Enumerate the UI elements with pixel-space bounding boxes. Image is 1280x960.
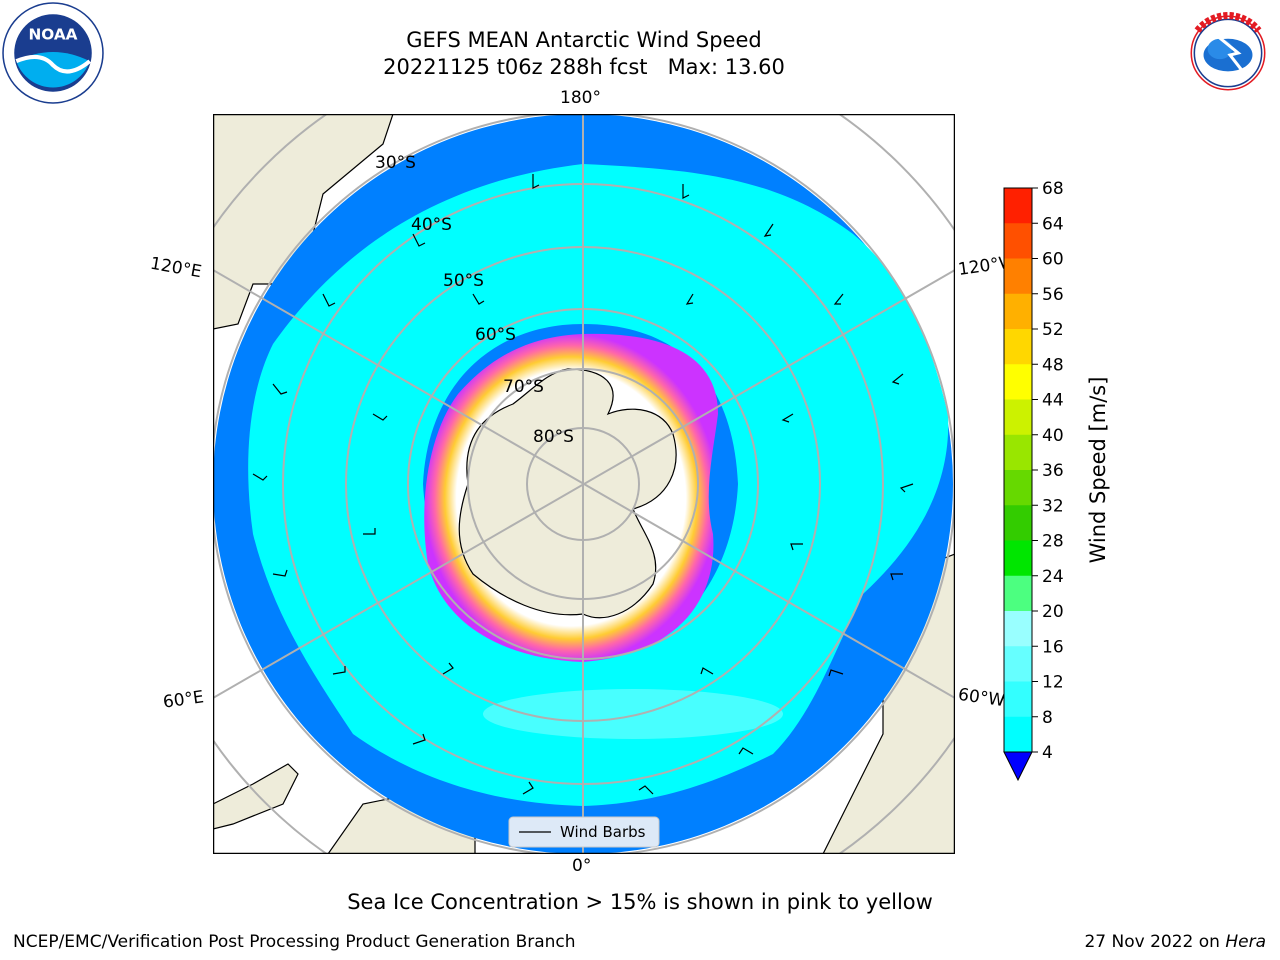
colorbar-segment xyxy=(1004,470,1032,506)
colorbar-tick-label: 52 xyxy=(1042,320,1064,340)
wind-barbs-legend: Wind Barbs xyxy=(508,816,660,848)
colorbar-tick-label: 36 xyxy=(1042,461,1064,481)
lat-label-60: 60°S xyxy=(475,325,516,345)
colorbar-segment xyxy=(1004,646,1032,682)
lat-label-40: 40°S xyxy=(411,215,452,235)
colorbar-tick-label: 8 xyxy=(1042,708,1053,728)
nws-logo xyxy=(1178,3,1278,103)
lon-label-120e: 120°E xyxy=(148,253,204,283)
colorbar-segment xyxy=(1004,329,1032,365)
footer-host: Hera xyxy=(1225,932,1266,952)
colorbar-tick-label: 16 xyxy=(1042,637,1064,657)
wind-band-8-12 xyxy=(248,164,949,806)
colorbar-tick-label: 44 xyxy=(1042,391,1064,411)
colorbar-tick-label: 60 xyxy=(1042,250,1064,270)
colorbar-tick-label: 40 xyxy=(1042,426,1064,446)
lat-label-70: 70°S xyxy=(503,377,544,397)
madagascar-land xyxy=(213,763,299,830)
colorbar-tick-label: 48 xyxy=(1042,355,1064,375)
chart-title: GEFS MEAN Antarctic Wind Speed xyxy=(406,28,762,52)
wind-barbs xyxy=(252,174,914,795)
colorbar-segment xyxy=(1004,505,1032,541)
chart-subtitle: 20221125 t06z 288h fcst Max: 13.60 xyxy=(383,55,785,79)
colorbar-segment xyxy=(1004,364,1032,400)
colorbar-tick-label: 24 xyxy=(1042,567,1064,587)
lon-label-60e: 60°E xyxy=(161,687,206,713)
colorbar-tick-label: 56 xyxy=(1042,285,1064,305)
colorbar-tick-label: 32 xyxy=(1042,496,1064,516)
colorbar-tick-label: 68 xyxy=(1042,180,1064,199)
footer-date-text: 27 Nov 2022 on xyxy=(1084,932,1226,952)
colorbar-under-arrow xyxy=(1003,751,1033,782)
colorbar-segment xyxy=(1004,399,1032,436)
colorbar-tick-label: 4 xyxy=(1042,743,1053,763)
footer-branch: NCEP/EMC/Verification Post Processing Pr… xyxy=(13,932,576,952)
colorbar-tick-label: 64 xyxy=(1042,214,1064,234)
noaa-logo: NOAA xyxy=(2,2,104,104)
colorbar-segment xyxy=(1004,434,1032,471)
colorbar-segment xyxy=(1004,223,1032,259)
svg-text:Wind Barbs: Wind Barbs xyxy=(560,823,646,841)
lon-label-0: 0° xyxy=(572,856,592,876)
polar-map: 30°S 40°S 50°S 60°S 70°S 80°S Wind Barbs xyxy=(213,114,955,854)
colorbar-segment xyxy=(1004,716,1032,753)
colorbar-segment xyxy=(1004,188,1032,224)
footer-date: 27 Nov 2022 on Hera xyxy=(1084,932,1266,952)
svg-text:NOAA: NOAA xyxy=(28,26,77,44)
colorbar-tick-label: 28 xyxy=(1042,532,1064,552)
colorbar-segment xyxy=(1004,575,1032,612)
lat-label-30: 30°S xyxy=(375,153,416,173)
sea-ice-caption: Sea Ice Concentration > 15% is shown in … xyxy=(347,890,933,914)
colorbar-segment xyxy=(1004,540,1032,577)
colorbar-segment xyxy=(1004,611,1032,647)
lat-label-50: 50°S xyxy=(443,271,484,291)
colorbar-tick-label: 20 xyxy=(1042,602,1064,622)
lat-label-80: 80°S xyxy=(533,427,574,447)
colorbar-tick-label: 12 xyxy=(1042,673,1064,693)
colorbar-label: Wind Speed [m/s] xyxy=(1086,377,1110,564)
colorbar-segment xyxy=(1004,258,1032,295)
lon-label-180: 180° xyxy=(560,88,601,108)
colorbar-segment xyxy=(1004,681,1032,718)
colorbar-segment xyxy=(1004,293,1032,330)
